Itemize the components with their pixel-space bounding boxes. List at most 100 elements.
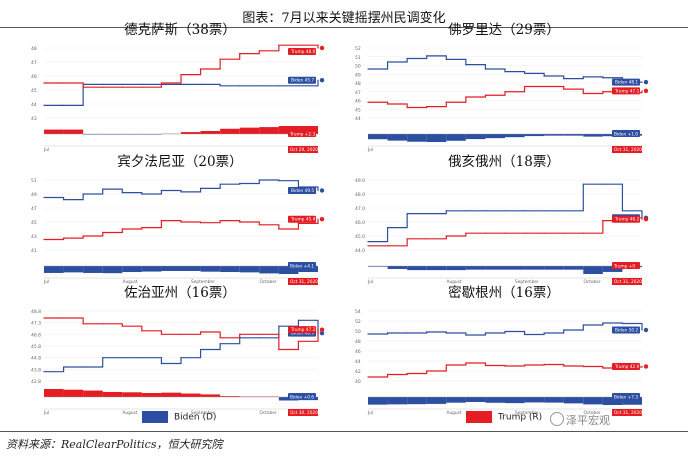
data-point <box>82 235 84 237</box>
spread-bar-biden <box>259 266 279 274</box>
data-point <box>523 85 526 88</box>
data-point <box>602 91 604 93</box>
series-label-box <box>288 187 316 194</box>
data-point <box>602 220 604 222</box>
spread-bar-biden <box>122 266 142 273</box>
data-point <box>484 364 487 367</box>
y-tick-label: 54 <box>355 309 361 315</box>
series-label-box <box>612 215 640 223</box>
spread-bar-trump <box>63 389 84 397</box>
data-point <box>219 220 221 222</box>
spread-bar-biden <box>200 266 221 272</box>
spread-bar-biden <box>524 134 545 137</box>
spread-bar-biden <box>583 134 603 137</box>
spread-label: Biden +7.3 <box>614 395 638 401</box>
data-point <box>543 210 545 212</box>
data-point <box>426 331 428 333</box>
series-label-box <box>288 76 316 84</box>
series-label: Biden 45.7 <box>291 78 314 84</box>
spread-bar-biden <box>446 134 466 141</box>
data-point <box>563 329 565 331</box>
data-point <box>563 365 565 367</box>
x-tick-label: Jul <box>367 410 373 416</box>
data-point <box>102 357 104 359</box>
y-tick-label: 51 <box>355 55 361 61</box>
series-end-marker <box>643 88 649 94</box>
data-point <box>386 61 389 63</box>
spread-bar-biden <box>44 266 64 273</box>
data-point <box>297 44 300 46</box>
series-end-marker <box>319 330 325 336</box>
data-point <box>160 189 163 192</box>
data-point <box>484 232 487 234</box>
data-point <box>278 44 280 46</box>
spread-bar-trump <box>181 132 201 134</box>
data-point <box>219 58 221 60</box>
data-point <box>180 74 182 76</box>
data-point <box>386 245 389 247</box>
data-point <box>258 50 260 52</box>
series-end-marker <box>319 217 325 222</box>
data-point <box>484 68 487 70</box>
data-point <box>582 365 584 368</box>
y-tick-label: 43 <box>31 234 37 240</box>
spread-bar-biden <box>141 266 162 272</box>
spread-bar-trump <box>259 127 279 134</box>
data-point <box>465 64 467 66</box>
spread-bar-biden <box>141 134 162 135</box>
spread-bar-biden <box>181 266 201 271</box>
data-point <box>82 323 84 325</box>
data-point <box>141 193 143 195</box>
x-tick-label: September <box>515 279 539 285</box>
legend-label-biden: Biden (D) <box>174 412 217 423</box>
data-point <box>426 106 428 108</box>
series-label: Trump 47.2 <box>290 327 316 333</box>
x-tick-label: August <box>123 410 138 416</box>
spread-bar-biden <box>602 397 623 405</box>
y-tick-label: 45 <box>31 220 37 226</box>
series-line-trump <box>44 44 319 88</box>
data-point <box>523 72 526 74</box>
series-end-marker <box>319 78 325 83</box>
y-tick-label: 47.3 <box>31 321 41 327</box>
series-label: Trump 45.4 <box>290 217 316 223</box>
spread-bar-biden <box>387 266 408 269</box>
y-tick-label: 42 <box>355 369 361 375</box>
data-point <box>258 337 260 339</box>
spread-bar-biden <box>524 266 545 270</box>
y-tick-label: 48.0 <box>355 192 365 198</box>
y-tick-label: 48 <box>355 339 361 345</box>
series-label-box <box>612 78 640 86</box>
data-point <box>199 187 202 189</box>
data-point <box>258 333 260 335</box>
spread-bar-biden <box>407 397 427 405</box>
y-tick-label: 51 <box>31 178 37 184</box>
data-point <box>297 340 300 342</box>
y-tick-label: 45 <box>31 88 37 94</box>
y-tick-label: 47 <box>355 90 361 96</box>
data-point <box>62 317 65 319</box>
data-point <box>180 221 182 223</box>
spread-bar-biden <box>465 397 486 402</box>
chart-panel-florida: 佛罗里达（29票） 52 51 50 49 48 47 46 45 44 Biden 48.1 Tr… <box>354 22 654 156</box>
data-point <box>141 227 143 229</box>
data-point <box>219 85 221 87</box>
spread-bar-biden <box>544 397 564 403</box>
spread-bar-trump <box>44 129 64 134</box>
chart-panel-ohio: 俄亥俄州（18票） 49.048.047.046.045.044.0Biden … <box>354 154 654 288</box>
y-tick-label: 46.0 <box>355 220 365 226</box>
series-label-box <box>612 363 640 370</box>
data-point <box>141 86 143 88</box>
source-note: 资料来源：RealClearPolitics，恒大研究院 <box>6 438 223 451</box>
data-point <box>239 221 241 223</box>
data-point <box>406 57 408 60</box>
data-point <box>504 365 506 367</box>
end-date-label: Oct 29, 2020 <box>290 147 318 153</box>
data-point <box>102 323 104 325</box>
data-point <box>317 329 319 331</box>
spread-bar-trump <box>44 389 64 397</box>
data-point <box>582 76 584 78</box>
figure-title: 图表：7月以来关键摇摆州民调变化 <box>242 11 446 26</box>
spread-bar-biden <box>239 266 260 273</box>
